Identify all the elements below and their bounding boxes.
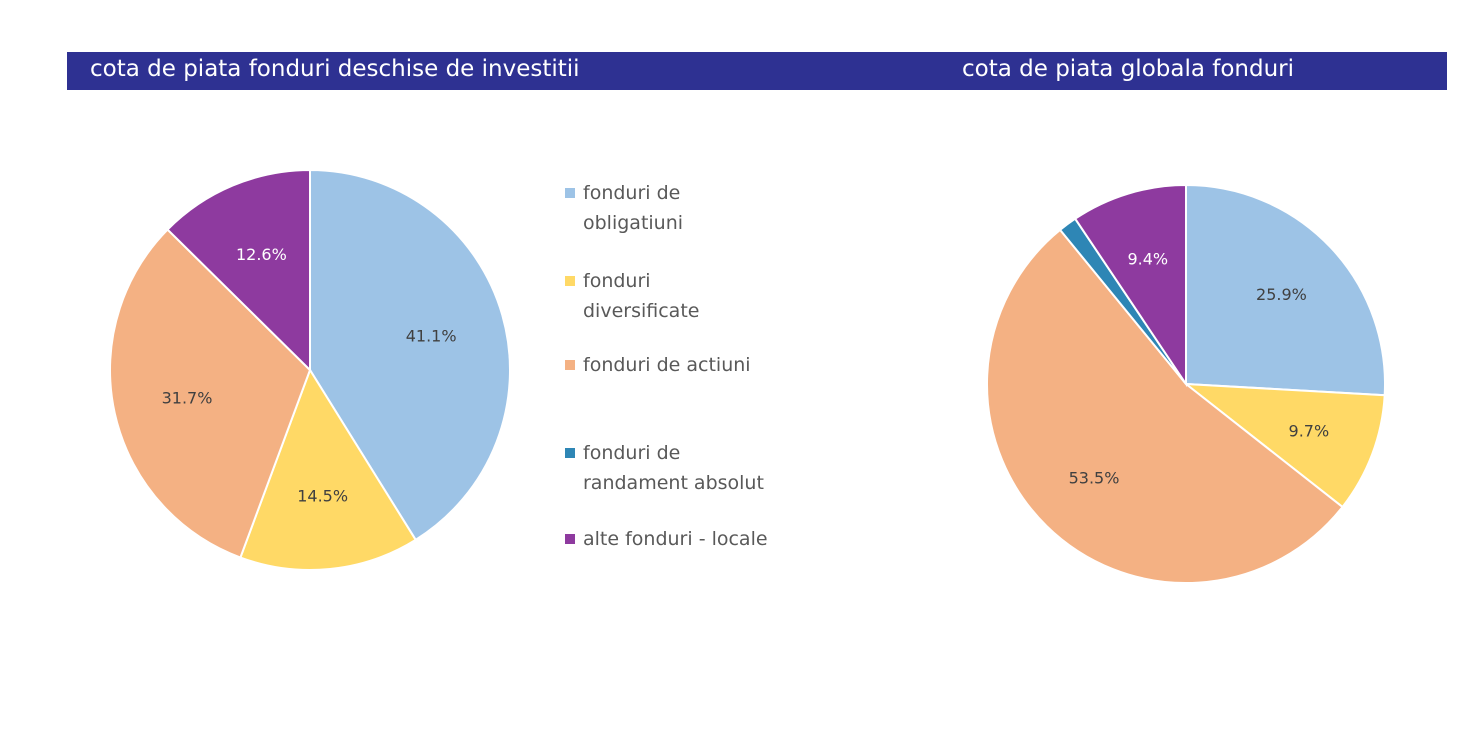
legend-label-line: diversificate bbox=[583, 300, 700, 322]
data-label-2-3: 53.5% bbox=[1069, 469, 1120, 488]
legend-swatch bbox=[565, 448, 575, 458]
data-label-1-5: 12.6% bbox=[236, 245, 287, 264]
legend-swatch bbox=[565, 360, 575, 370]
pie-slice-2-3 bbox=[985, 228, 1344, 584]
pie-slice-2-5 bbox=[1073, 183, 1187, 388]
pie-slice-2-1 bbox=[1185, 183, 1386, 397]
pie-slice-1-1 bbox=[309, 168, 511, 542]
data-label-1-1: 41.1% bbox=[406, 326, 457, 345]
legend-swatch bbox=[565, 534, 575, 544]
chart-title-left: cota de piata fonduri deschise de invest… bbox=[90, 56, 580, 82]
data-label-2-5: 9.4% bbox=[1127, 249, 1168, 268]
legend-label-line: fonduri de actiuni bbox=[583, 354, 751, 376]
legend-label-line: fonduri de bbox=[583, 442, 681, 464]
legend-swatch bbox=[565, 276, 575, 286]
legend-label: fonduri diversificate bbox=[583, 266, 803, 326]
pie-slice-1-5 bbox=[166, 168, 311, 373]
pie-slice-1-2 bbox=[239, 367, 418, 571]
legend-swatch bbox=[565, 188, 575, 198]
legend-label: fonduri de randament absolut bbox=[583, 438, 803, 498]
pie-slice-1-3 bbox=[109, 228, 312, 559]
legend-label: fonduri de actiuni bbox=[583, 350, 803, 380]
pie-slice-2-2 bbox=[1182, 382, 1386, 509]
chart-title-right: cota de piata globala fonduri bbox=[962, 56, 1295, 82]
legend-label-line: obligatiuni bbox=[583, 212, 684, 234]
data-label-1-2: 14.5% bbox=[297, 486, 348, 505]
data-label-2-2: 9.7% bbox=[1289, 421, 1330, 440]
legend-label: alte fonduri - locale bbox=[583, 524, 803, 554]
legend-label-line: fonduri de bbox=[583, 182, 681, 204]
legend-label: fonduri de obligatiuni bbox=[583, 178, 803, 238]
legend-label-line: randament absolut bbox=[583, 472, 764, 494]
title-banner bbox=[67, 52, 1447, 90]
data-label-2-1: 25.9% bbox=[1256, 285, 1307, 304]
legend-label-line: fonduri bbox=[583, 270, 651, 292]
legend-label-line: alte fonduri - locale bbox=[583, 528, 768, 550]
data-label-1-3: 31.7% bbox=[162, 388, 213, 407]
